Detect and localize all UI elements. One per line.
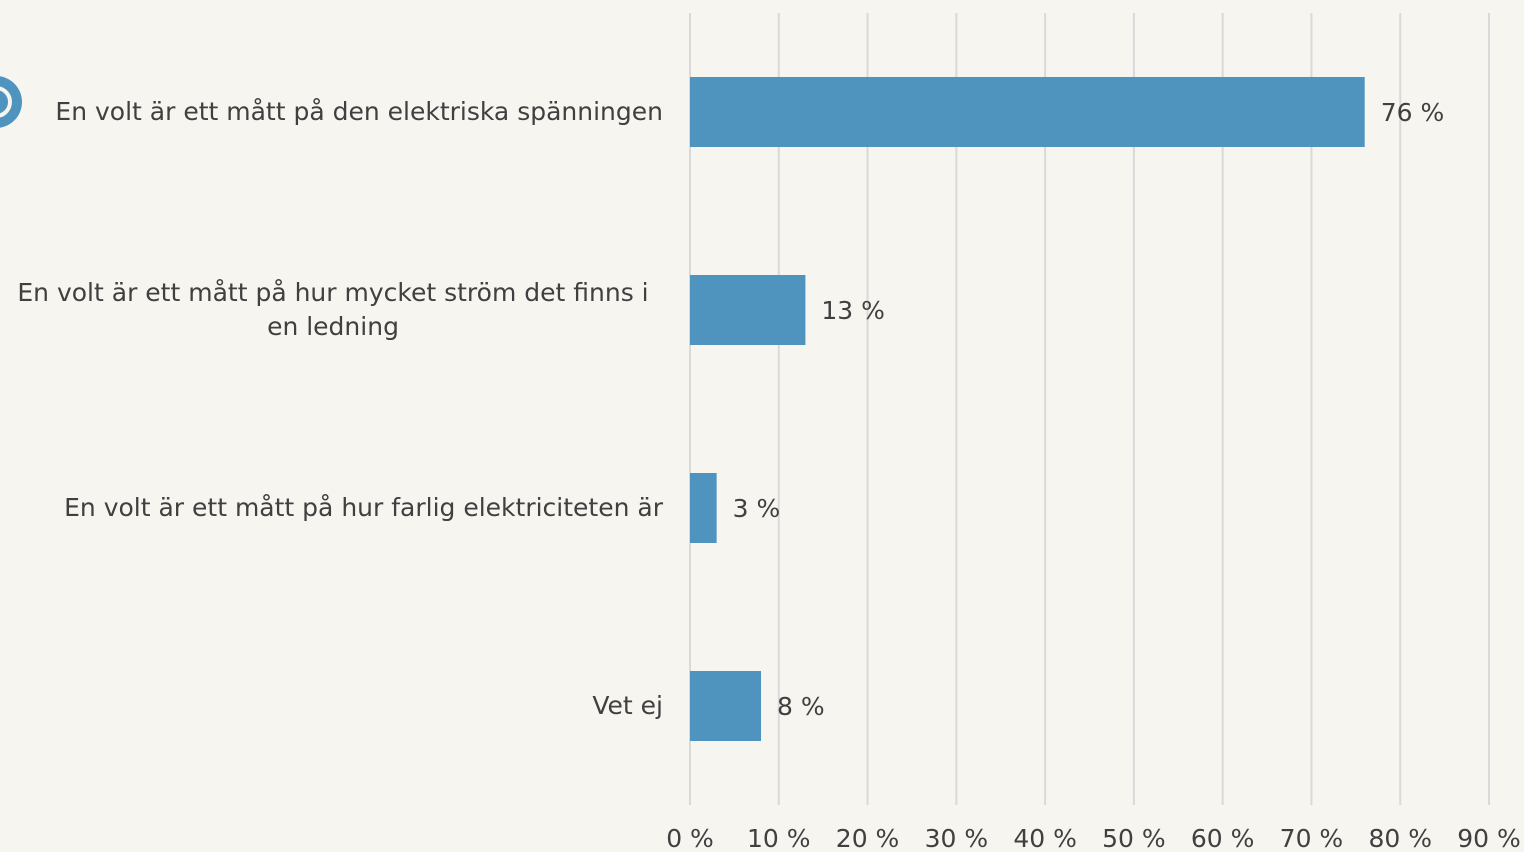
bar [690, 671, 762, 741]
logo-icon [0, 76, 22, 128]
x-tick-label: 0 % [666, 824, 714, 852]
x-tick-label: 60 % [1191, 824, 1255, 852]
x-tick-label: 70 % [1280, 824, 1344, 852]
category-label-box: En volt är ett mått på hur mycket ström … [0, 250, 663, 370]
x-tick-label: 90 % [1457, 824, 1521, 852]
y-tick-label: En volt är ett mått på den elektriska sp… [55, 97, 663, 126]
category-label-box: En volt är ett mått på den elektriska sp… [0, 52, 663, 172]
category-label-box: Vet ej [0, 646, 663, 766]
x-tick-label: 80 % [1368, 824, 1432, 852]
category-label-box: En volt är ett mått på hur farlig elektr… [0, 448, 663, 568]
x-tick-label: 30 % [925, 824, 989, 852]
data-label: 13 % [821, 296, 885, 325]
x-tick-label: 10 % [747, 824, 811, 852]
bar [690, 473, 717, 543]
data-label: 8 % [777, 692, 825, 721]
data-label: 3 % [733, 494, 781, 523]
y-tick-label: En volt är ett mått på hur farlig elektr… [64, 493, 663, 522]
bar [690, 275, 806, 345]
y-tick-label: Vet ej [592, 691, 663, 720]
x-tick-label: 50 % [1102, 824, 1166, 852]
x-tick-label: 40 % [1013, 824, 1077, 852]
data-label: 76 % [1381, 98, 1445, 127]
x-tick-label: 20 % [836, 824, 900, 852]
bar [690, 77, 1365, 147]
y-tick-label: En volt är ett mått på hur mycket ström … [17, 278, 649, 341]
